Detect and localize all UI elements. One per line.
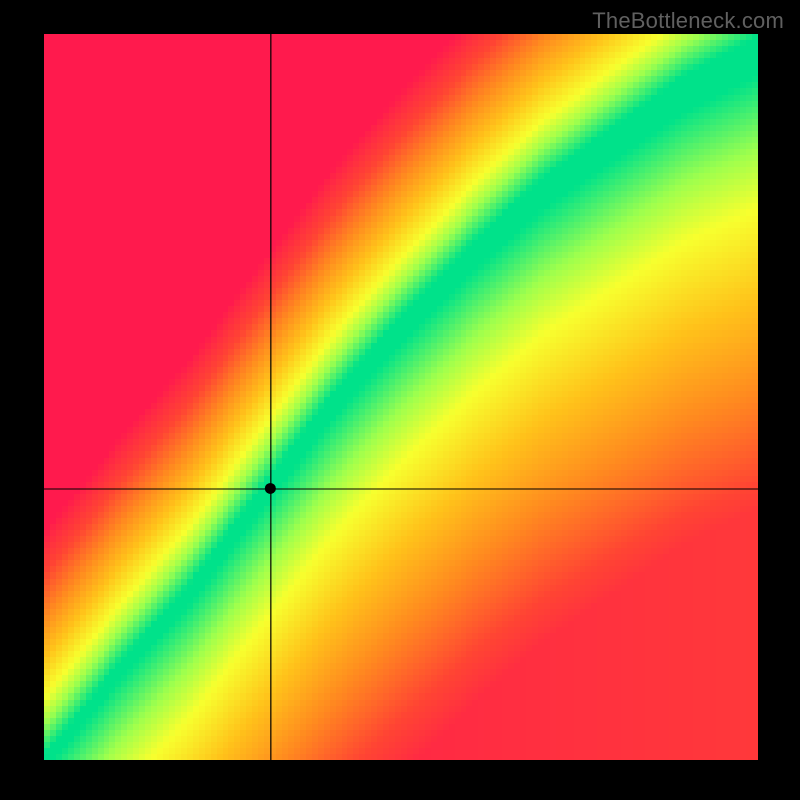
watermark-label: TheBottleneck.com [592,8,784,34]
heatmap-canvas [44,34,758,760]
plot-area [44,34,758,760]
chart-frame: TheBottleneck.com [0,0,800,800]
